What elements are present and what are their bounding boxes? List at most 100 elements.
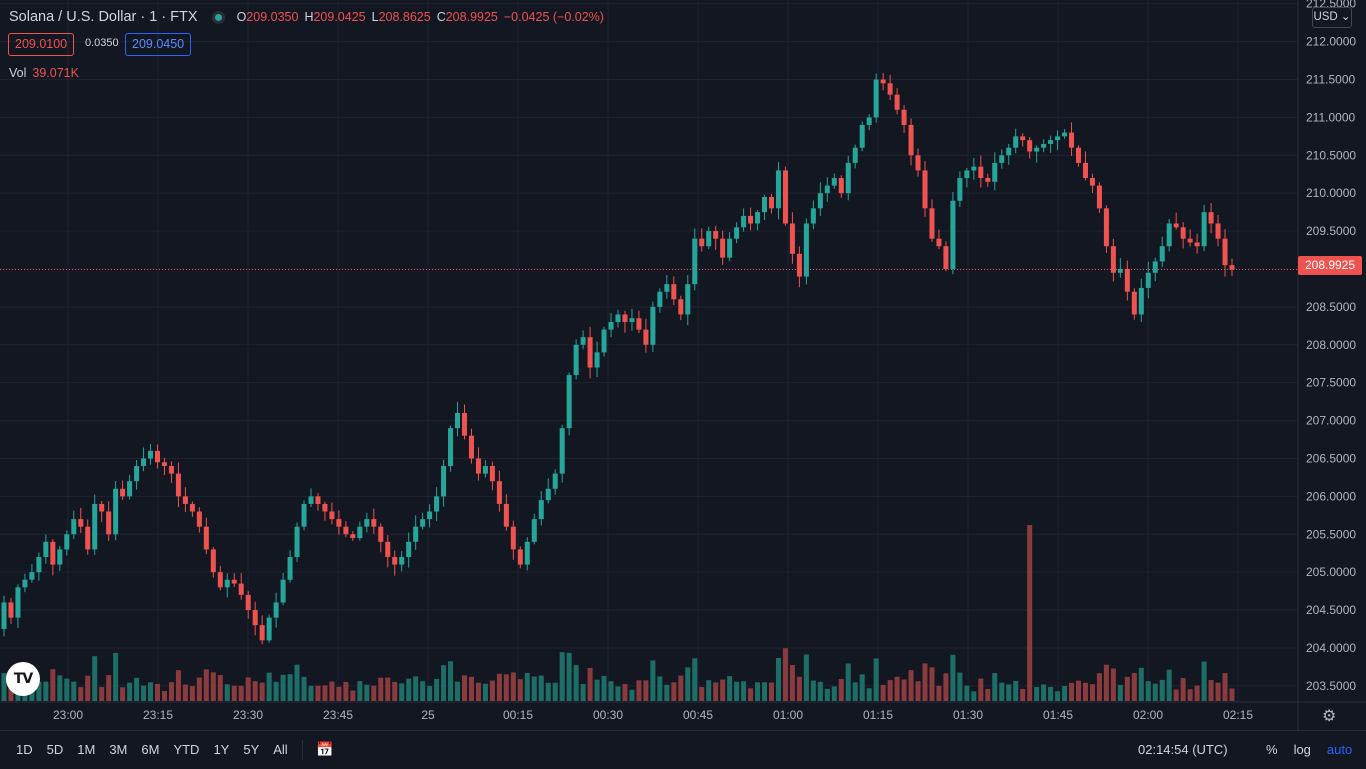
range-1m[interactable]: 1M — [77, 742, 96, 757]
volume-bar — [322, 685, 328, 701]
candle-body — [741, 215, 747, 228]
candle-body — [852, 147, 858, 163]
candle-body — [120, 488, 126, 497]
market-status-icon[interactable] — [211, 10, 225, 24]
candle-body — [901, 109, 907, 125]
chart-grid — [0, 0, 1298, 702]
volume-bar — [852, 682, 858, 701]
volume-bar — [817, 681, 823, 701]
auto-toggle[interactable]: auto — [1326, 742, 1353, 757]
clock-display[interactable]: 02:14:54 (UTC) — [1138, 742, 1228, 757]
volume-bar — [85, 675, 91, 701]
volume-bar — [775, 658, 781, 701]
y-tick-label: 208.0000 — [1306, 338, 1356, 352]
volume-bar — [468, 676, 474, 701]
range-3m[interactable]: 3M — [109, 742, 128, 757]
candle-body — [622, 314, 628, 323]
candle-body — [1041, 143, 1047, 148]
symbol-title[interactable]: Solana / U.S. Dollar · 1 · FTX — [9, 9, 198, 25]
candle-body — [343, 526, 349, 535]
candle-body — [427, 511, 433, 520]
y-tick-label: 207.0000 — [1306, 414, 1356, 428]
candle-body — [510, 526, 516, 550]
volume-bar — [524, 672, 530, 701]
range-1d[interactable]: 1D — [16, 742, 33, 757]
price-axis: 212.5000 212.0000 211.5000 211.0000 210.5000… — [1306, 0, 1356, 693]
volume-bar — [734, 681, 740, 701]
volume-bar — [915, 681, 921, 701]
buy-price-button[interactable]: 209.0450 — [125, 33, 192, 56]
candle-body — [929, 208, 935, 239]
sell-price-button[interactable]: 209.0100 — [8, 33, 75, 56]
candle-body — [755, 212, 761, 224]
candle-body — [887, 83, 893, 95]
volume-bar — [475, 682, 481, 701]
candle-body — [824, 185, 830, 194]
volume-bar — [950, 654, 956, 701]
range-ytd[interactable]: YTD — [173, 742, 200, 757]
volume-bar — [936, 685, 942, 701]
candle-body — [985, 178, 991, 182]
candle-body — [85, 526, 91, 550]
candle-body — [322, 503, 328, 512]
volume-bar — [427, 685, 433, 701]
candle-body — [134, 466, 140, 482]
currency-selector[interactable]: USD ⌄ — [1312, 7, 1352, 28]
volume-bar — [175, 670, 181, 701]
volume-bar — [78, 687, 84, 701]
volume-bar — [1075, 680, 1082, 701]
range-all[interactable]: All — [273, 742, 288, 757]
range-6m[interactable]: 6M — [141, 742, 160, 757]
volume-bar — [1034, 687, 1040, 701]
candle-body — [999, 155, 1005, 163]
volume-bar — [796, 676, 802, 701]
range-5d[interactable]: 5D — [46, 742, 64, 757]
candle-body — [1117, 268, 1123, 273]
y-tick-label: 210.5000 — [1306, 148, 1356, 162]
volume-bar — [496, 673, 502, 701]
x-tick-label: 01:00 — [773, 708, 803, 722]
candle-body — [196, 511, 202, 527]
tradingview-logo-icon[interactable]: TV — [6, 662, 40, 696]
volume-bar — [887, 680, 893, 701]
volume-bar — [266, 672, 272, 701]
divider — [302, 740, 303, 760]
price-chart[interactable]: 212.5000 212.0000 211.5000 211.0000 210.5000… — [0, 0, 1366, 730]
candle-body — [43, 541, 49, 557]
range-1y[interactable]: 1Y — [213, 742, 230, 757]
volume-bar — [50, 669, 56, 701]
y-tick-label: 212.0000 — [1306, 35, 1356, 49]
candle-body — [768, 196, 775, 209]
volume-bar — [573, 665, 579, 701]
candle-body — [1048, 140, 1054, 144]
volume-bar — [685, 667, 691, 701]
candle-body — [831, 178, 837, 186]
candle-body — [873, 79, 879, 118]
volume-bar — [1145, 681, 1151, 701]
gear-icon[interactable]: ⚙ — [1322, 708, 1337, 725]
percent-toggle[interactable]: % — [1266, 742, 1278, 757]
y-tick-label: 204.5000 — [1306, 603, 1356, 617]
candle-body — [531, 519, 537, 542]
volume-bar — [594, 679, 600, 701]
volume-bar — [859, 674, 865, 701]
candle-body — [601, 329, 607, 353]
volume-bar — [441, 665, 447, 701]
volume-bar — [245, 677, 251, 701]
x-tick-label: 23:45 — [323, 708, 353, 722]
volume-bar — [1013, 680, 1019, 701]
log-toggle[interactable]: log — [1293, 742, 1311, 757]
candle-body — [657, 291, 663, 307]
candle-body — [1124, 268, 1130, 292]
candle-body — [1180, 227, 1186, 239]
calendar-icon[interactable]: 📅 — [316, 741, 334, 757]
candle-body — [99, 503, 105, 512]
candle-body — [106, 511, 112, 535]
candle-body — [57, 549, 63, 565]
y-tick-label: 211.5000 — [1306, 72, 1355, 86]
candle-body — [1229, 265, 1235, 270]
volume-bar — [601, 675, 607, 701]
candle-body — [1082, 162, 1088, 179]
range-5y[interactable]: 5Y — [243, 742, 260, 757]
candle-body — [936, 238, 942, 247]
